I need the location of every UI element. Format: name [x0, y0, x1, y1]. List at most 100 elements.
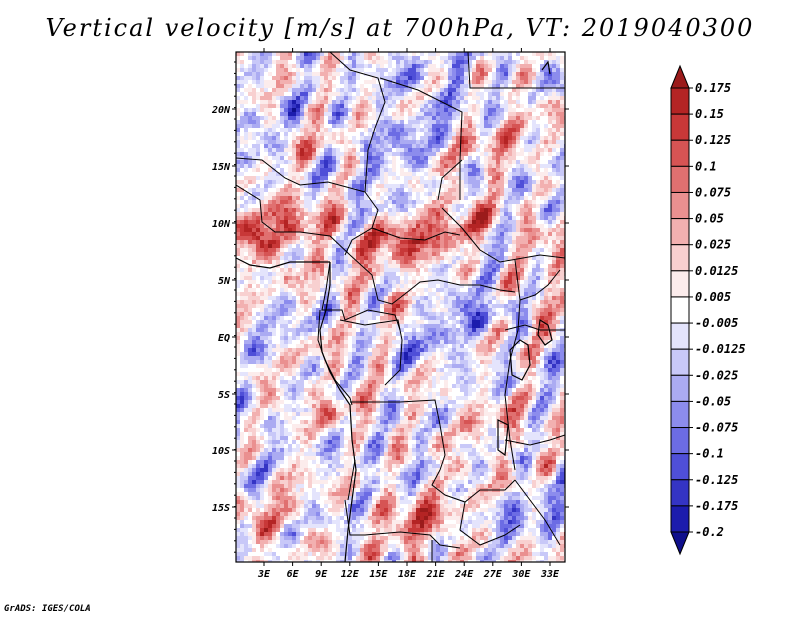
field-cell: [404, 52, 408, 56]
field-cell: [516, 112, 520, 116]
field-cell: [504, 144, 508, 148]
field-cell: [516, 68, 520, 72]
field-cell: [300, 208, 304, 212]
field-cell: [532, 64, 536, 68]
field-cell: [508, 156, 512, 160]
field-cell: [396, 152, 400, 156]
field-cell: [272, 60, 276, 64]
field-cell: [284, 276, 288, 280]
field-cell: [300, 220, 304, 224]
field-cell: [236, 284, 240, 288]
field-cell: [400, 104, 404, 108]
field-cell: [516, 188, 520, 192]
field-cell: [516, 196, 520, 200]
field-cell: [336, 280, 340, 284]
field-cell: [236, 64, 240, 68]
field-cell: [424, 100, 428, 104]
field-cell: [488, 236, 492, 240]
field-cell: [304, 276, 308, 280]
field-cell: [536, 132, 540, 136]
field-cell: [256, 192, 260, 196]
field-cell: [560, 96, 564, 100]
field-cell: [484, 104, 488, 108]
field-cell: [384, 252, 388, 256]
field-cell: [472, 176, 476, 180]
field-cell: [556, 276, 560, 280]
field-cell: [548, 140, 552, 144]
field-cell: [456, 120, 460, 124]
field-cell: [548, 180, 552, 184]
field-cell: [436, 112, 440, 116]
field-cell: [356, 156, 360, 160]
field-cell: [404, 68, 408, 72]
field-cell: [328, 228, 332, 232]
field-cell: [412, 160, 416, 164]
field-cell: [516, 276, 520, 280]
field-cell: [352, 156, 356, 160]
field-cell: [492, 80, 496, 84]
field-cell: [368, 172, 372, 176]
field-cell: [448, 192, 452, 196]
field-cell: [308, 208, 312, 212]
field-cell: [452, 216, 456, 220]
field-cell: [376, 100, 380, 104]
field-cell: [284, 128, 288, 132]
field-cell: [316, 264, 320, 268]
field-cell: [484, 140, 488, 144]
field-cell: [272, 52, 276, 56]
field-cell: [384, 268, 388, 272]
field-cell: [292, 92, 296, 96]
field-cell: [556, 168, 560, 172]
field-cell: [308, 212, 312, 216]
field-cell: [536, 80, 540, 84]
field-cell: [268, 68, 272, 72]
field-cell: [488, 280, 492, 284]
field-cell: [268, 212, 272, 216]
field-cell: [520, 224, 524, 228]
field-cell: [544, 124, 548, 128]
field-cell: [516, 244, 520, 248]
field-cell: [472, 224, 476, 228]
field-cell: [424, 232, 428, 236]
field-cell: [256, 292, 260, 296]
field-cell: [408, 168, 412, 172]
field-cell: [456, 144, 460, 148]
field-cell: [384, 144, 388, 148]
field-cell: [388, 248, 392, 252]
field-cell: [536, 288, 540, 292]
field-cell: [308, 104, 312, 108]
field-cell: [244, 136, 248, 140]
field-cell: [376, 88, 380, 92]
field-cell: [348, 104, 352, 108]
field-cell: [372, 284, 376, 288]
field-cell: [512, 80, 516, 84]
field-cell: [496, 184, 500, 188]
field-cell: [484, 160, 488, 164]
field-cell: [412, 92, 416, 96]
field-cell: [452, 280, 456, 284]
field-cell: [420, 156, 424, 160]
field-cell: [256, 60, 260, 64]
field-cell: [428, 64, 432, 68]
field-cell: [464, 120, 468, 124]
field-cell: [336, 176, 340, 180]
field-cell: [340, 136, 344, 140]
field-cell: [556, 248, 560, 252]
field-cell: [288, 228, 292, 232]
field-cell: [512, 72, 516, 76]
field-cell: [356, 92, 360, 96]
field-cell: [368, 160, 372, 164]
field-cell: [300, 272, 304, 276]
field-cell: [260, 88, 264, 92]
field-cell: [508, 288, 512, 292]
field-cell: [352, 276, 356, 280]
field-cell: [424, 52, 428, 56]
field-cell: [508, 184, 512, 188]
field-cell: [268, 236, 272, 240]
field-cell: [548, 276, 552, 280]
field-cell: [500, 80, 504, 84]
field-cell: [548, 104, 552, 108]
field-cell: [336, 216, 340, 220]
field-cell: [432, 84, 436, 88]
field-cell: [520, 240, 524, 244]
